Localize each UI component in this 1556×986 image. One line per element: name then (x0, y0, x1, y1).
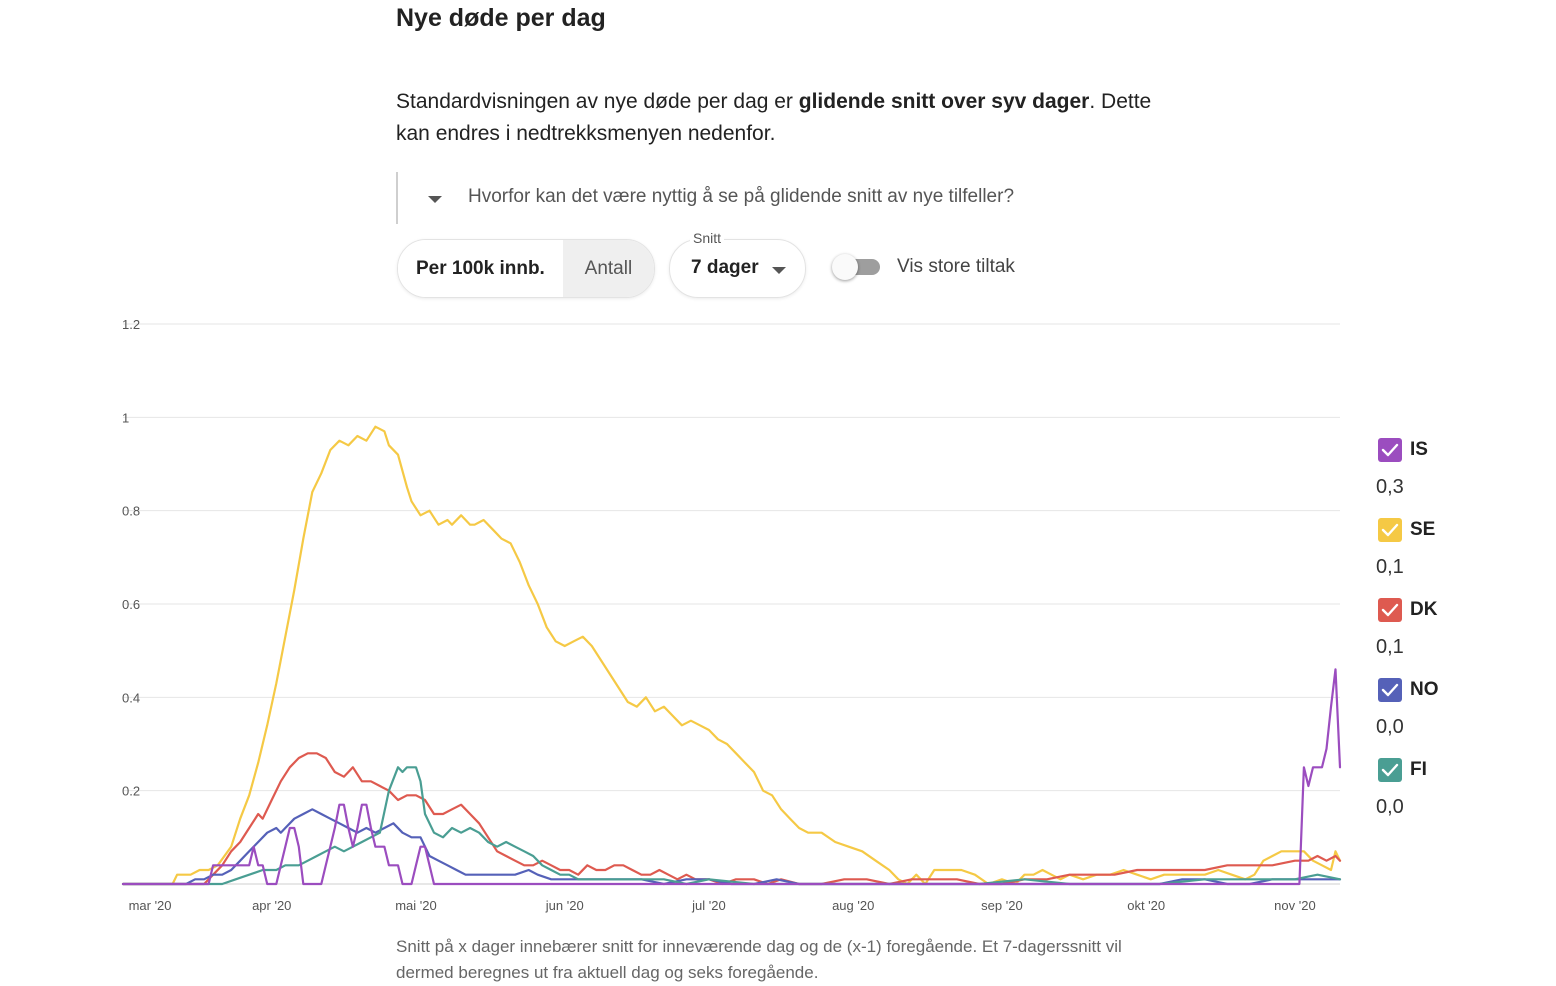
checkbox-checked-icon[interactable] (1378, 438, 1402, 462)
intro-bold: glidende snitt over syv dager (798, 90, 1090, 113)
unit-toggle-group: Per 100k innb. Antall (397, 239, 655, 298)
intro-pre: Standardvisningen av nye døde per dag er (396, 90, 799, 113)
checkbox-checked-icon[interactable] (1378, 678, 1402, 702)
switch-knob[interactable] (832, 254, 858, 280)
average-select-label: Snitt (690, 230, 725, 246)
measures-switch[interactable] (832, 254, 880, 280)
y-tick-label: 0.2 (122, 784, 140, 799)
x-tick-label: mai '20 (395, 898, 437, 913)
checkbox-checked-icon[interactable] (1378, 518, 1402, 542)
page-title: Nye døde per dag (396, 4, 606, 32)
series-line-se (121, 425, 1342, 886)
series-line-no (121, 808, 1342, 886)
x-tick-label: okt '20 (1127, 898, 1165, 913)
legend-country-code: IS (1410, 439, 1428, 460)
per-capita-button[interactable]: Per 100k innb. (398, 240, 563, 297)
average-select[interactable]: Snitt 7 dager (669, 230, 806, 298)
x-tick-label: apr '20 (252, 898, 291, 913)
y-tick-label: 1.2 (122, 317, 140, 332)
measures-switch-label: Vis store tiltak (897, 256, 1015, 277)
legend-current-value: 0,0 (1376, 796, 1404, 818)
y-tick-label: 0.4 (122, 690, 140, 705)
legend-country-code: FI (1410, 759, 1427, 780)
checkbox-checked-icon[interactable] (1378, 598, 1402, 622)
legend-country-code: SE (1410, 519, 1436, 540)
y-tick-label: 0.8 (122, 504, 140, 519)
series-line-is (121, 668, 1342, 886)
faq-expander[interactable]: Hvorfor kan det være nyttig å se på glid… (396, 172, 1158, 224)
x-tick-label: nov '20 (1274, 898, 1316, 913)
dropdown-arrow-icon[interactable] (772, 267, 786, 274)
x-tick-label: sep '20 (981, 898, 1023, 913)
average-select-value[interactable]: 7 dager (691, 257, 759, 278)
y-tick-label: 1 (122, 410, 129, 425)
count-button[interactable]: Antall (562, 240, 654, 297)
deaths-line-chart: 0.2 0.4 0.6 0.8 1 1.2 mar '20 apr '20 mai '20 jun… (121, 317, 1342, 913)
intro-text: Standardvisningen av nye døde per dag er… (396, 86, 1156, 150)
legend-country-code: DK (1410, 599, 1438, 620)
y-tick-label: 0.6 (122, 597, 140, 612)
legend-current-value: 0,1 (1376, 636, 1404, 658)
faq-question[interactable]: Hvorfor kan det være nyttig å se på glid… (468, 186, 1015, 207)
x-tick-label: mar '20 (129, 898, 172, 913)
series-line-dk (121, 752, 1342, 886)
caret-down-icon[interactable] (428, 196, 442, 203)
x-tick-label: jun '20 (545, 898, 584, 913)
intro-post: . Dette kan endres i nedtrekksmenyen ned… (396, 90, 1152, 145)
legend-country-code: NO (1410, 679, 1439, 700)
legend-current-value: 0,3 (1376, 476, 1404, 498)
checkbox-checked-icon[interactable] (1378, 758, 1402, 782)
footnote: Snitt på x dager innebærer snitt for inn… (396, 937, 1122, 982)
x-tick-label: aug '20 (832, 898, 874, 913)
legend-current-value: 0,1 (1376, 556, 1404, 578)
x-tick-label: jul '20 (691, 898, 726, 913)
legend-current-value: 0,0 (1376, 716, 1404, 738)
series-line-fi (121, 766, 1342, 886)
